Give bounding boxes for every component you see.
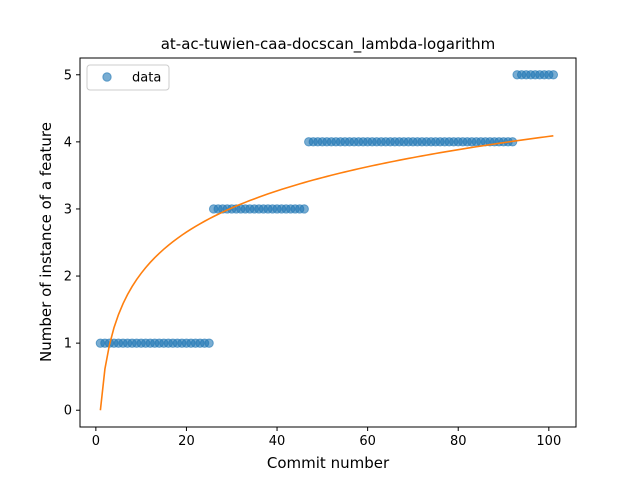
y-tick-label: 2 — [64, 270, 72, 285]
data-series — [95, 70, 559, 348]
y-axis-label: Number of instance of a feature — [37, 122, 55, 362]
legend-label: data — [132, 71, 161, 86]
axes: 0 20 40 60 80 100 0 1 2 3 4 5 — [64, 57, 577, 449]
x-tick-label: 60 — [359, 434, 376, 449]
plot-area — [95, 70, 559, 411]
x-tick-label: 0 — [92, 434, 100, 449]
x-tick-label: 100 — [536, 434, 561, 449]
data-point — [548, 70, 559, 80]
legend: data — [86, 64, 170, 91]
data-point — [299, 204, 309, 214]
x-axis-label: Commit number — [267, 454, 390, 472]
x-tick-label: 20 — [178, 434, 195, 449]
axes-frame — [79, 57, 577, 428]
legend-marker — [102, 72, 112, 82]
chart-title: at-ac-tuwien-caa-docscan_lambda-logarith… — [161, 35, 496, 54]
y-tick-label: 1 — [64, 337, 72, 352]
fit-line — [99, 135, 554, 411]
y-tick-label: 5 — [64, 68, 72, 83]
data-point — [204, 338, 214, 348]
x-tick-label: 80 — [450, 434, 467, 449]
x-tick-label: 40 — [269, 434, 286, 449]
y-tick-label: 0 — [64, 404, 72, 419]
y-tick-label: 4 — [64, 135, 72, 150]
y-tick-label: 3 — [64, 202, 72, 217]
legend-box — [86, 64, 170, 91]
